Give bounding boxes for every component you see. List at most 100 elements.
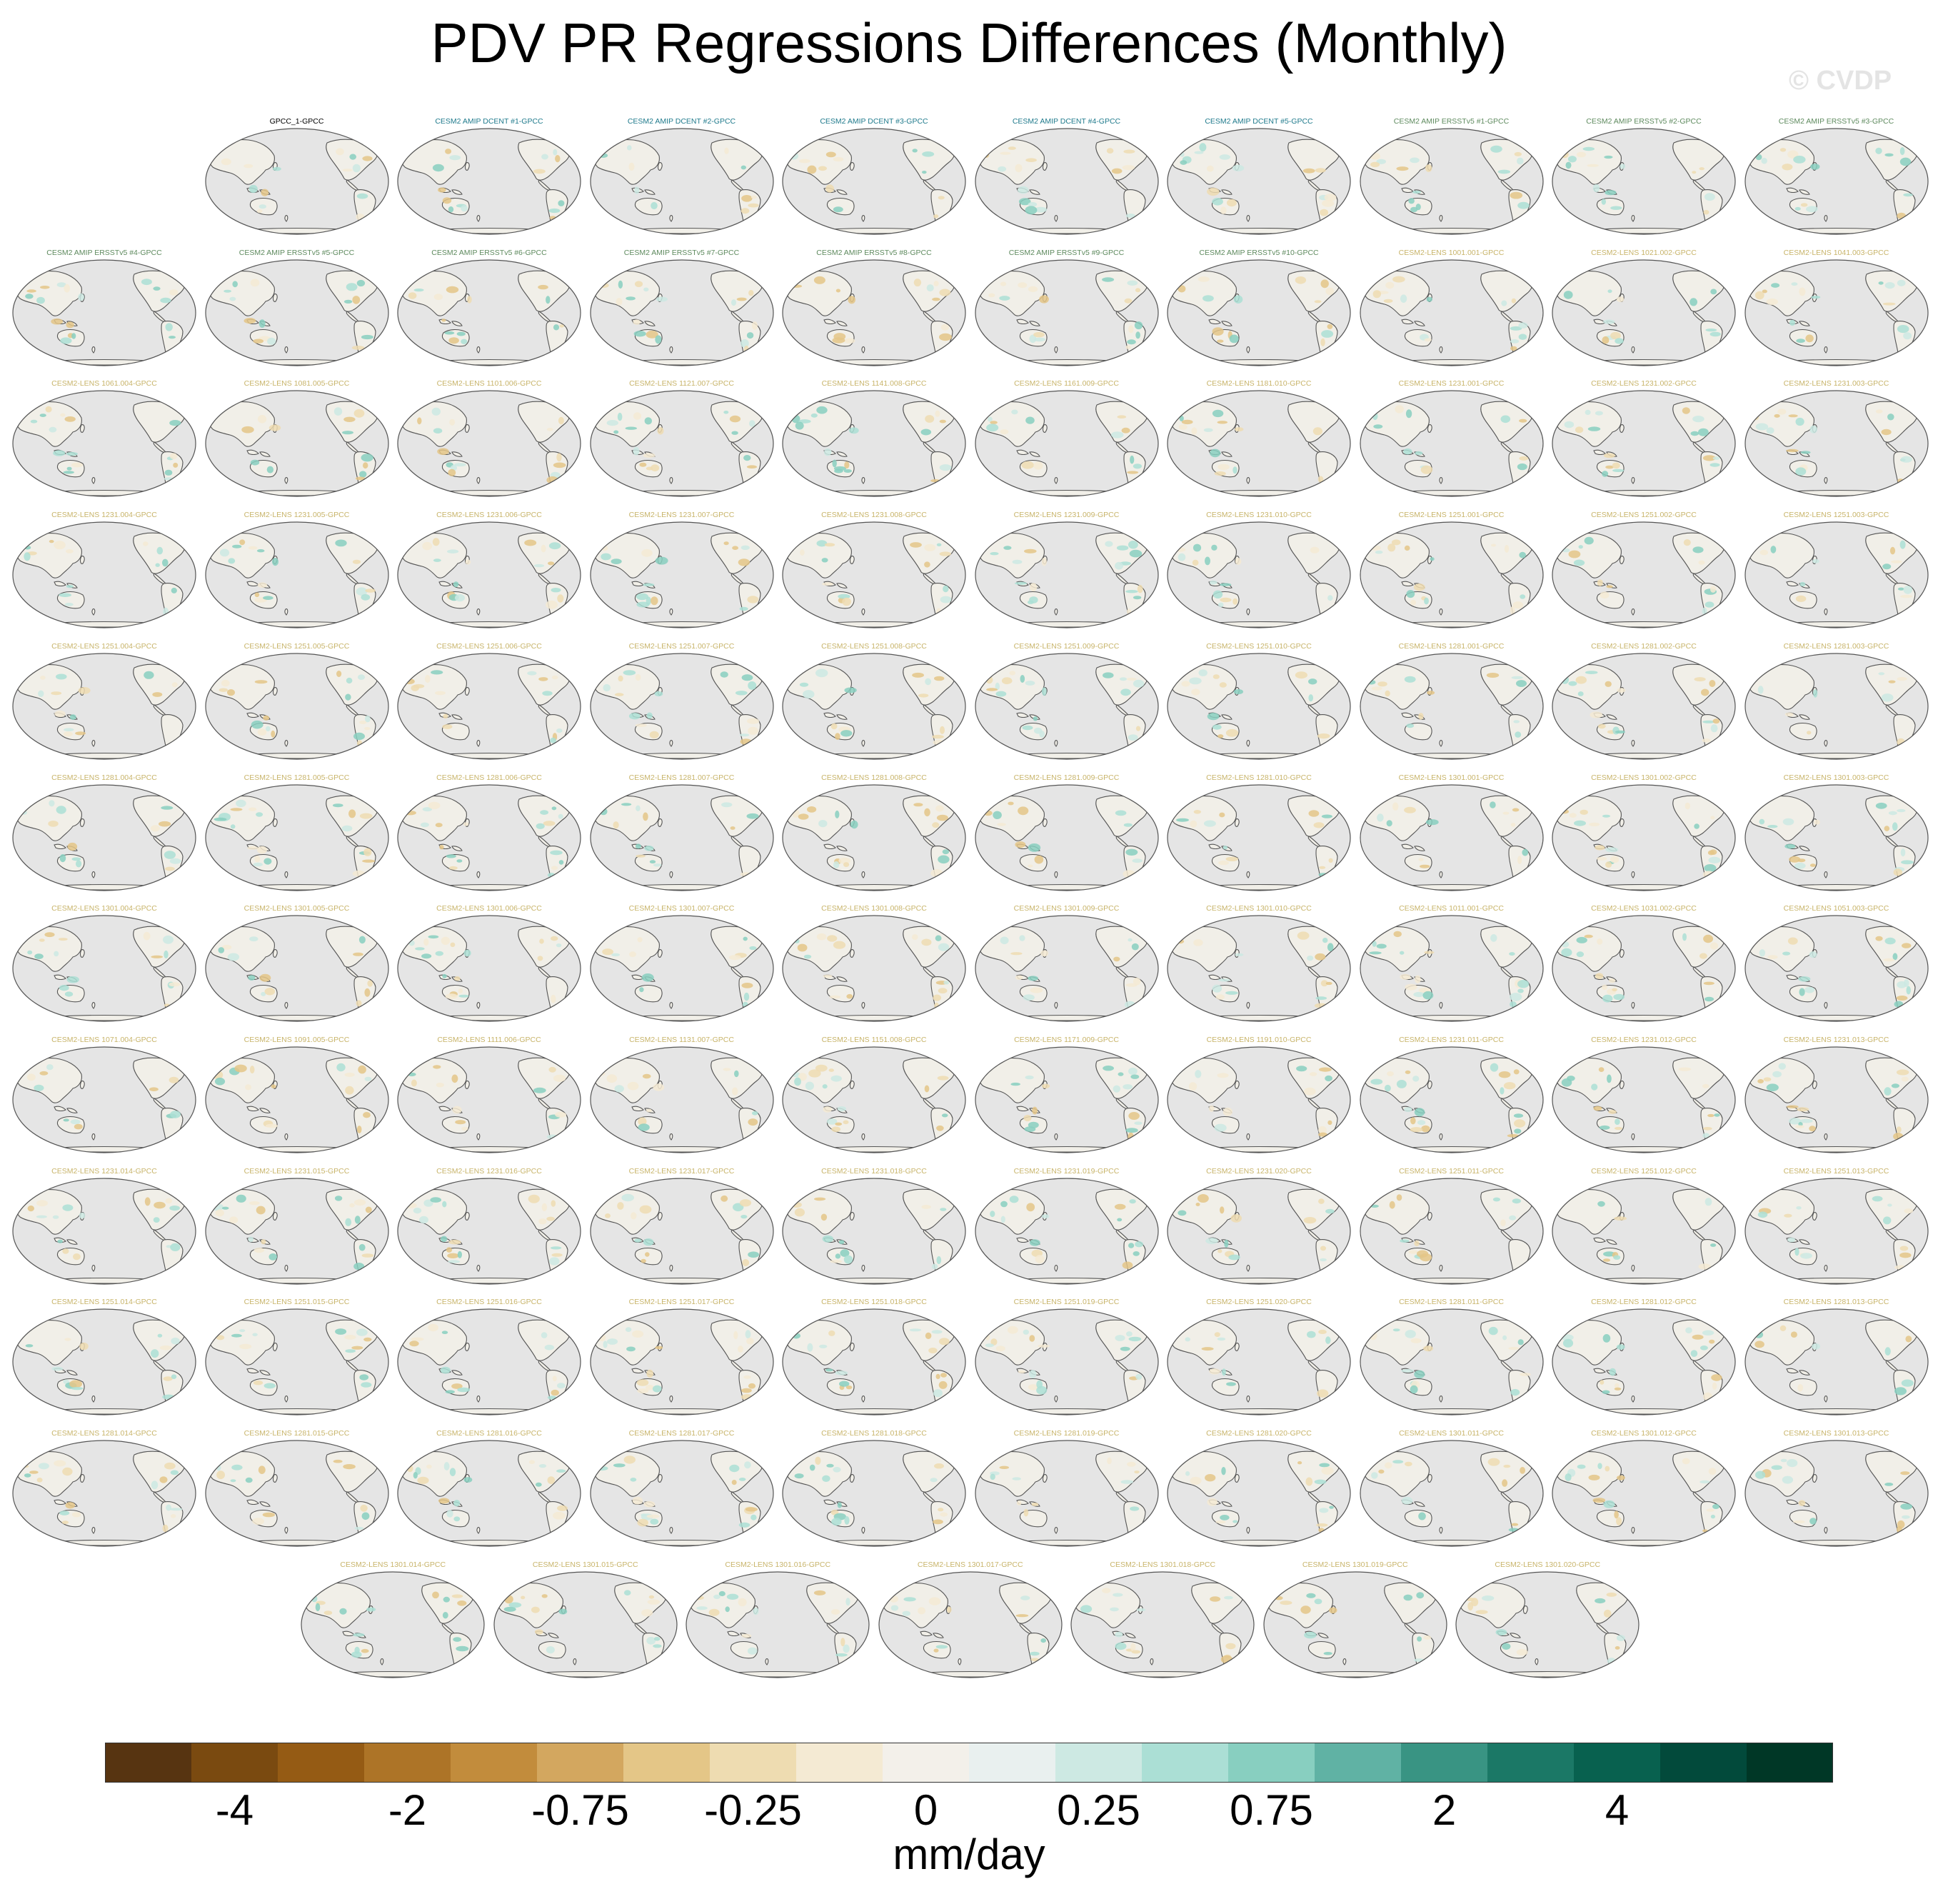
- colorbar-units: mm/day: [893, 1830, 1045, 1878]
- globe-outline: [1167, 653, 1351, 760]
- coastline: [1500, 704, 1514, 716]
- anomaly-patch: [448, 1239, 461, 1245]
- map-panel-title: CESM2-LENS 1301.004-GPCC: [51, 904, 157, 913]
- anomaly-patch: [1507, 1133, 1519, 1138]
- anomaly-patch: [64, 728, 74, 731]
- anomaly-patch: [813, 276, 825, 284]
- anomaly-patch: [71, 1512, 81, 1518]
- map-panel-title: CESM2-LENS 1081.005-GPCC: [243, 379, 350, 389]
- anomaly-patch: [635, 854, 646, 858]
- coastline: [1593, 1237, 1617, 1245]
- coastline: [1194, 883, 1324, 891]
- coastline: [1334, 1448, 1347, 1456]
- coastline: [1500, 1228, 1514, 1241]
- map-panel: CESM2-LENS 1051.003-GPCC: [1742, 904, 1932, 1026]
- map-panel: CESM2 AMIP ERSSTv5 #6-GPCC: [394, 249, 584, 370]
- anomaly-patch: [1616, 1517, 1622, 1525]
- anomaly-patch: [614, 1085, 624, 1093]
- anomaly-patch: [144, 671, 154, 679]
- anomaly-patch: [1882, 1216, 1891, 1224]
- coastline: [371, 1317, 385, 1325]
- map-panel: CESM2-LENS 1251.017-GPCC: [587, 1298, 777, 1419]
- anomaly-patch: [753, 1607, 759, 1615]
- anomaly-patch: [334, 539, 347, 547]
- coastline: [1115, 704, 1129, 716]
- anomaly-patch: [1708, 1468, 1717, 1475]
- anomaly-patch: [1787, 937, 1798, 945]
- anomaly-patch: [458, 994, 469, 998]
- coastline: [272, 293, 278, 302]
- anomaly-patch: [1511, 298, 1516, 304]
- coastline: [1631, 1002, 1635, 1010]
- anomaly-patch: [989, 421, 998, 425]
- anomaly-patch: [364, 1076, 371, 1081]
- map-panel: CESM2-LENS 1251.012-GPCC: [1549, 1167, 1739, 1288]
- map-panel: CESM2-LENS 1301.012-GPCC: [1549, 1429, 1739, 1550]
- anomaly-patch: [647, 1599, 660, 1605]
- anomaly-patch: [1562, 1338, 1574, 1348]
- coastline: [538, 179, 551, 191]
- anomaly-patch: [1419, 864, 1430, 868]
- anomaly-patch: [1772, 1071, 1782, 1078]
- coastline: [756, 136, 770, 144]
- anomaly-patch: [1318, 1330, 1327, 1335]
- globe-map: [1744, 1440, 1929, 1547]
- anomaly-patch: [996, 822, 1006, 826]
- anomaly-patch: [1028, 286, 1038, 292]
- anomaly-patch: [558, 859, 564, 865]
- map-panel: CESM2-LENS 1251.013-GPCC: [1742, 1167, 1932, 1288]
- coastline: [1911, 1186, 1924, 1193]
- map-panel: CESM2-LENS 1301.019-GPCC: [1260, 1560, 1450, 1682]
- coastline: [1885, 310, 1899, 322]
- globe-map: [1167, 128, 1351, 235]
- coastline: [1555, 1057, 1622, 1103]
- coastline: [1387, 1015, 1516, 1021]
- coastline: [1772, 359, 1901, 366]
- anomaly-patch: [353, 409, 364, 419]
- map-panel: CESM2-LENS 1301.002-GPCC: [1549, 773, 1739, 895]
- coastline: [1438, 477, 1442, 485]
- coastline: [1885, 704, 1899, 716]
- anomaly-patch: [1409, 157, 1420, 164]
- anomaly-patch: [451, 1594, 463, 1598]
- anomaly-patch: [39, 1071, 49, 1076]
- anomaly-patch: [538, 1218, 547, 1224]
- map-panel: CESM2-LENS 1231.012-GPCC: [1549, 1036, 1739, 1157]
- coastline: [1115, 1098, 1129, 1109]
- anomaly-patch: [1797, 1384, 1803, 1392]
- coastline: [1002, 1539, 1131, 1546]
- map-panel: CESM2-LENS 1021.002-GPCC: [1549, 249, 1739, 370]
- anomaly-patch: [71, 332, 76, 339]
- globe-outline: [12, 1440, 196, 1547]
- coastline: [1194, 1015, 1324, 1021]
- anomaly-patch: [1410, 1126, 1422, 1133]
- coastline: [564, 1186, 577, 1193]
- anomaly-patch: [747, 681, 756, 690]
- coastline: [785, 139, 852, 185]
- coastline: [1885, 835, 1899, 847]
- anomaly-patch: [159, 821, 171, 826]
- globe-map: [1552, 915, 1736, 1022]
- anomaly-patch: [1426, 690, 1435, 695]
- anomaly-patch: [1328, 1607, 1337, 1613]
- map-panel-title: CESM2-LENS 1301.013-GPCC: [1783, 1429, 1889, 1438]
- anomaly-patch: [917, 1606, 925, 1615]
- anomaly-patch: [436, 1082, 444, 1088]
- coastline: [1885, 179, 1899, 191]
- anomaly-patch: [631, 1331, 643, 1338]
- anomaly-patch: [1516, 157, 1524, 165]
- globe-outline: [1359, 1440, 1544, 1547]
- coastline: [39, 621, 169, 628]
- anomaly-patch: [214, 817, 226, 821]
- anomaly-patch: [54, 710, 66, 717]
- anomaly-patch: [713, 1594, 721, 1599]
- coastline: [826, 1622, 840, 1634]
- anomaly-patch: [1682, 1458, 1690, 1465]
- coastline: [1246, 477, 1250, 485]
- map-panel-title: CESM2-LENS 1301.009-GPCC: [1013, 904, 1120, 913]
- globe-map: [1552, 653, 1736, 760]
- anomaly-patch: [551, 1253, 563, 1257]
- coastline: [564, 136, 577, 144]
- anomaly-patch: [1317, 1389, 1329, 1398]
- coastline: [346, 704, 359, 716]
